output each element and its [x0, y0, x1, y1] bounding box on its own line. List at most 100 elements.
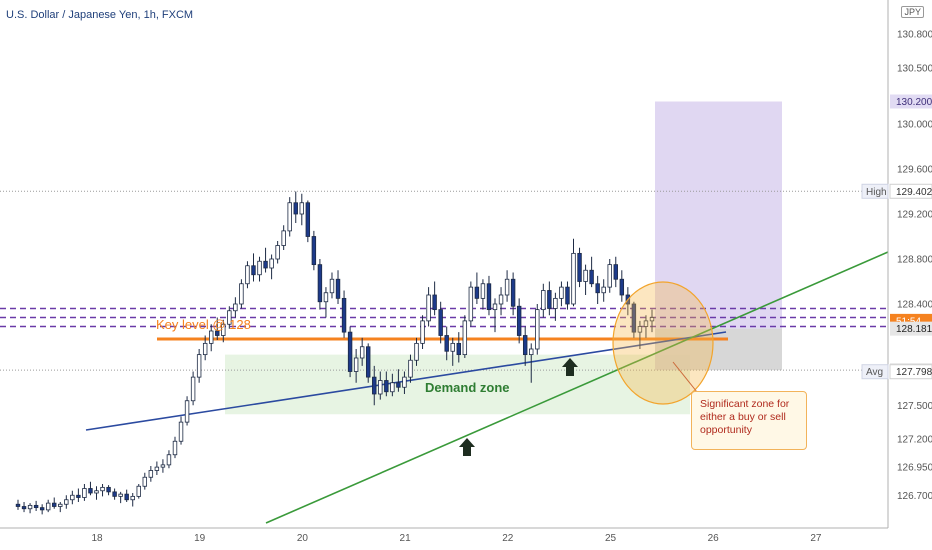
candle: [275, 245, 280, 260]
candle: [124, 493, 129, 501]
candle: [474, 286, 480, 299]
demand-zone-label: Demand zone: [425, 380, 510, 395]
candle: [601, 286, 606, 294]
candle: [70, 494, 75, 501]
currency-badge[interactable]: JPY: [901, 6, 924, 18]
y-tick-label: 128.800: [897, 255, 932, 266]
candle: [571, 252, 576, 305]
price-marker-label: 130.200: [896, 97, 932, 108]
candle: [649, 317, 655, 322]
x-tick-label: 20: [297, 533, 309, 544]
x-tick-label: 18: [91, 533, 103, 544]
candle: [21, 506, 27, 510]
candle: [414, 342, 419, 361]
candle: [233, 303, 238, 312]
x-tick-label: 21: [400, 533, 412, 544]
candle: [456, 342, 461, 356]
candle: [438, 309, 443, 336]
price-marker-label: 127.798: [896, 367, 932, 378]
candle: [335, 278, 341, 299]
candle: [329, 278, 335, 294]
x-tick-label: 19: [194, 533, 206, 544]
y-tick-label: 130.000: [897, 120, 932, 131]
candle: [619, 278, 625, 296]
candle: [287, 202, 292, 232]
candle: [553, 297, 558, 309]
candle: [541, 290, 546, 311]
candle: [522, 335, 528, 356]
candle: [190, 376, 196, 402]
candle: [178, 421, 184, 442]
target-zone: [655, 101, 782, 329]
candle: [299, 202, 305, 215]
y-tick-label: 127.200: [897, 435, 932, 446]
candle: [547, 290, 552, 309]
candle: [432, 294, 437, 311]
y-tick-label: 128.400: [897, 300, 932, 311]
candle: [160, 464, 166, 468]
candle: [462, 320, 468, 356]
candle: [643, 320, 649, 327]
y-tick-label: 130.500: [897, 63, 932, 74]
price-marker-tag-label: High: [866, 187, 887, 198]
candle: [130, 495, 135, 501]
arrow-up-icon: [562, 358, 578, 376]
candle: [559, 286, 564, 299]
candle: [565, 286, 570, 305]
candle: [184, 400, 190, 423]
candle: [39, 507, 45, 511]
candle: [510, 278, 516, 307]
candle: [27, 504, 33, 510]
candle: [58, 503, 63, 507]
price-marker-tag: [861, 364, 889, 380]
candle: [450, 342, 455, 352]
candle: [202, 342, 208, 356]
candle: [82, 488, 87, 498]
candle: [504, 278, 510, 296]
candle: [535, 309, 540, 350]
y-tick-label: 129.600: [897, 165, 932, 176]
candle: [293, 202, 298, 215]
candle: [378, 380, 383, 395]
candle: [595, 283, 600, 294]
candle: [64, 499, 69, 505]
candle: [396, 382, 401, 388]
x-tick-label: 22: [502, 533, 514, 544]
stop-zone: [655, 328, 782, 371]
candle: [408, 359, 413, 378]
candle: [311, 236, 317, 266]
candle: [305, 202, 311, 237]
candle: [45, 502, 51, 511]
price-marker-label: 128.181: [896, 324, 932, 335]
candle: [136, 485, 141, 497]
candle: [498, 294, 504, 305]
candle: [516, 305, 522, 336]
candle: [257, 260, 262, 276]
candle: [166, 454, 172, 466]
candle: [209, 330, 214, 344]
candle: [365, 346, 371, 378]
candle: [390, 382, 395, 393]
price-marker: [889, 183, 932, 199]
y-tick-label: 127.500: [897, 401, 932, 412]
candle: [341, 297, 347, 333]
candle: [317, 264, 323, 303]
key-level-label: Key level @ 128: [156, 317, 251, 332]
x-tick-label: 25: [605, 533, 617, 544]
price-marker-tag-label: Avg: [866, 367, 883, 378]
candle: [15, 503, 21, 507]
candle: [613, 264, 618, 280]
candle: [154, 466, 160, 471]
candle: [353, 357, 359, 372]
candle: [589, 269, 594, 285]
green-trendline: [265, 251, 889, 524]
candle: [492, 303, 498, 311]
candle: [281, 230, 286, 246]
candle: [607, 264, 612, 288]
y-tick-label: 126.950: [897, 463, 932, 474]
candle: [196, 354, 202, 378]
price-marker-tag: [861, 183, 889, 199]
candle: [245, 265, 250, 285]
price-marker: [890, 321, 932, 336]
